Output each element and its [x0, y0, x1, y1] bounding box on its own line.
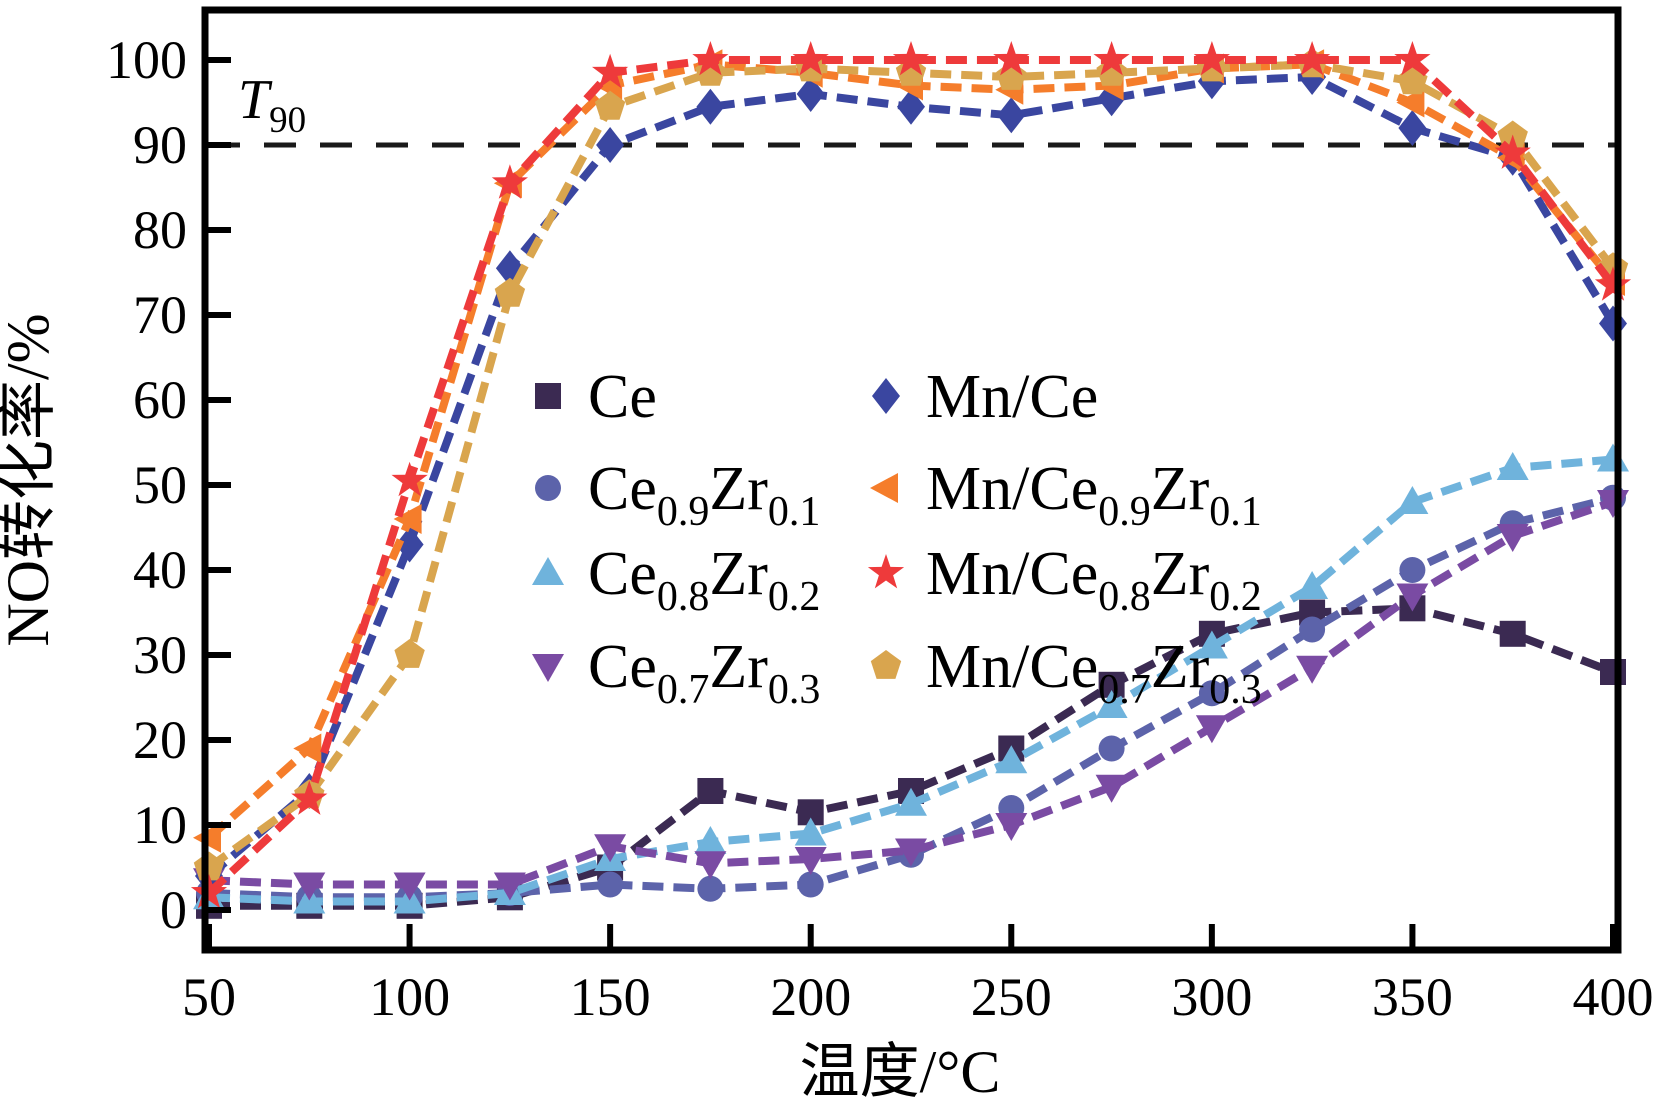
legend-item-Ce0-7Zr0-3: Ce0.7Zr0.3: [532, 633, 820, 713]
x-tick-label: 300: [1171, 967, 1252, 1027]
x-tick-label: 150: [570, 967, 651, 1027]
x-tick-label: 350: [1372, 967, 1453, 1027]
legend-item-Ce0-9Zr0-1: Ce0.9Zr0.1: [535, 455, 820, 535]
y-tick-label: 0: [160, 880, 187, 940]
plot-border: [201, 6, 1622, 954]
legend-label: Ce0.9Zr0.1: [588, 455, 820, 535]
legend-label: Ce: [588, 363, 657, 431]
x-tick-label: 400: [1573, 967, 1654, 1027]
x-tick-label: 50: [182, 967, 236, 1027]
x-tick-label: 200: [770, 967, 851, 1027]
data-series-layer: [190, 41, 1632, 919]
y-tick-label: 70: [133, 285, 187, 345]
y-axis-title: NO转化率/%: [0, 313, 61, 646]
y-tick-label: 20: [133, 710, 187, 770]
series-Mn-Ce0-9Zr0-1: [193, 49, 1625, 853]
y-tick-label: 30: [133, 625, 187, 685]
legend-item-Mn-Ce: Mn/Ce: [872, 363, 1098, 431]
t90-label: T90: [238, 69, 306, 141]
series-Ce0-8Zr0-2: [193, 443, 1629, 914]
x-tick-label: 100: [369, 967, 450, 1027]
y-tick-label: 90: [133, 115, 187, 175]
y-tick-label: 100: [106, 30, 187, 90]
y-tick-label: 80: [133, 200, 187, 260]
t90-label-main: T: [238, 69, 273, 131]
t90-label-sub: 90: [269, 100, 306, 141]
legend-item-Mn-Ce0-7Zr0-3: Mn/Ce0.7Zr0.3: [870, 633, 1262, 713]
legend-label: Mn/Ce0.8Zr0.2: [926, 540, 1262, 620]
y-tick-label: 10: [133, 795, 187, 855]
legend-label: Ce0.7Zr0.3: [588, 633, 820, 713]
series-Mn-Ce0-8Zr0-2: [190, 41, 1632, 909]
y-tick-label: 40: [133, 540, 187, 600]
legend-label: Mn/Ce0.9Zr0.1: [926, 455, 1262, 535]
legend-item-Mn-Ce0-9Zr0-1: Mn/Ce0.9Zr0.1: [870, 455, 1262, 535]
y-tick-label: 50: [133, 455, 187, 515]
axes-layer: 0 10 20 30 40 50 60 70 80 90 100 50 100 150 200 250 300 3…: [106, 6, 1654, 1027]
x-axis-title: 温度/°C: [800, 1039, 1001, 1105]
legend-label: Mn/Ce0.7Zr0.3: [926, 633, 1262, 713]
legend-label: Mn/Ce: [926, 363, 1098, 431]
legend-item-Ce0-8Zr0-2: Ce0.8Zr0.2: [532, 540, 820, 620]
y-tick-label: 60: [133, 370, 187, 430]
legend-item-Mn-Ce0-8Zr0-2: Mn/Ce0.8Zr0.2: [867, 540, 1262, 620]
legend-item-Ce: Ce: [535, 363, 657, 431]
legend-label: Ce0.8Zr0.2: [588, 540, 820, 620]
x-tick-label: 250: [971, 967, 1052, 1027]
